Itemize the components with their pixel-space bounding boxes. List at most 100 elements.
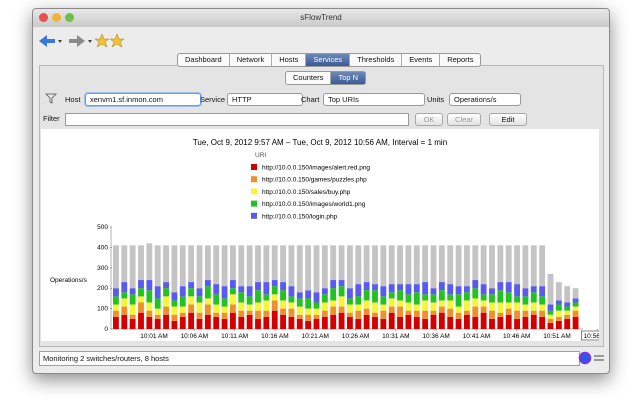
add-bookmark[interactable] <box>94 33 110 48</box>
forward-button[interactable] <box>69 35 85 47</box>
clear-button[interactable]: Clear <box>447 113 481 126</box>
bar-segment <box>204 314 211 329</box>
bar-segment <box>347 245 353 289</box>
bar-segment <box>154 245 161 287</box>
bar-segment <box>405 284 412 295</box>
bar-segment <box>146 290 153 303</box>
bar-segment <box>296 314 303 319</box>
bar-segment <box>338 306 345 313</box>
back-button[interactable] <box>39 35 55 47</box>
bar-segment <box>555 300 562 305</box>
back-menu[interactable] <box>58 40 62 43</box>
resize-grip <box>594 359 604 361</box>
bar-segment <box>363 308 370 315</box>
bar-segment <box>530 245 537 287</box>
bar-segment <box>338 296 345 307</box>
bar-segment <box>188 288 195 297</box>
bar-segment <box>522 288 529 297</box>
bar-segment <box>497 282 504 291</box>
bar-segment <box>330 280 337 289</box>
y-tick-label: 400 <box>97 244 108 251</box>
bar-segment <box>255 245 261 283</box>
tab[interactable]: Dashboard <box>178 54 230 66</box>
bar-segment <box>489 245 495 289</box>
bar-segment <box>138 302 144 313</box>
x-tick-label: 10:36 AM <box>422 333 449 340</box>
bar-segment <box>171 320 178 329</box>
tab[interactable]: Thresholds <box>350 54 403 66</box>
bar-segment <box>438 282 445 291</box>
bar-segment <box>422 310 429 319</box>
bar-segment <box>221 318 228 329</box>
units-select[interactable]: Operations/s <box>449 93 521 106</box>
tab[interactable]: Network <box>230 54 273 66</box>
tab[interactable]: Hosts <box>272 54 307 66</box>
bar-segment <box>547 310 554 315</box>
toolbar-icons <box>39 33 125 48</box>
y-axis-label: Operations/s <box>50 277 88 284</box>
tab[interactable]: Reports <box>447 55 474 64</box>
bar-segment <box>171 314 178 321</box>
bar-segment <box>514 296 520 303</box>
bar-segment <box>121 245 128 283</box>
bar-segment <box>271 286 278 295</box>
close-button[interactable] <box>39 13 48 22</box>
main-tabs: Dashboard Network Hosts Services Thresholds E… <box>177 53 482 67</box>
activity-indicator <box>578 351 592 365</box>
bar-segment <box>246 304 253 311</box>
bar-segment <box>480 300 487 307</box>
bar-segment <box>422 282 429 295</box>
bar-segment <box>380 318 387 329</box>
bar-segment <box>138 312 144 329</box>
bar-segment <box>255 310 261 319</box>
edit-button[interactable]: Edit <box>489 113 527 126</box>
ok-button[interactable]: OK <box>415 113 443 126</box>
filter-icon[interactable] <box>45 92 57 104</box>
bar-segment <box>213 294 220 305</box>
filter-input[interactable] <box>65 113 409 126</box>
bar-segment <box>163 296 169 307</box>
bar-segment <box>238 286 245 293</box>
x-tick-label: 10:16 AM <box>261 333 288 340</box>
bar-segment <box>221 298 228 307</box>
bar-segment <box>163 245 169 283</box>
bar-segment <box>572 288 579 299</box>
bar-segment <box>296 318 303 329</box>
bar-segment <box>514 284 520 297</box>
bar-segment <box>430 294 437 303</box>
bar-segment <box>171 300 178 307</box>
bar-segment <box>572 316 579 329</box>
bar-segment <box>397 245 403 285</box>
tab[interactable]: Top N <box>331 72 366 84</box>
service-select[interactable]: HTTP <box>227 93 303 106</box>
bar-segment <box>372 316 378 329</box>
bar-segment <box>514 245 520 285</box>
sub-tabs: Counters Top N <box>285 71 367 85</box>
bar-segment <box>372 245 378 285</box>
filter-label: Filter <box>43 114 60 123</box>
bar-segment <box>480 284 487 295</box>
minimize-button[interactable] <box>52 13 61 22</box>
bookmarks[interactable] <box>109 33 125 48</box>
bar-segment <box>188 296 195 305</box>
bar-segment <box>321 316 328 329</box>
y-tick-label: 0 <box>104 326 108 333</box>
forward-menu[interactable] <box>88 40 92 43</box>
bar-segment <box>464 292 470 301</box>
zoom-button[interactable] <box>65 13 74 22</box>
tab[interactable]: Services <box>306 54 351 66</box>
tab[interactable]: Events <box>402 54 441 66</box>
bar-segment <box>196 288 203 297</box>
bar-segment <box>154 314 161 319</box>
bar-segment <box>221 245 228 287</box>
tab[interactable]: Counters <box>286 72 332 84</box>
resize-grip <box>594 355 604 357</box>
bar-segment <box>313 308 320 315</box>
chart-select[interactable]: Top URIs <box>323 93 425 106</box>
bar-segment <box>280 300 286 309</box>
bar-segment <box>230 280 236 289</box>
bar-segment <box>255 302 261 311</box>
host-select[interactable]: xenvm1.sf.inmon.com <box>85 93 201 106</box>
bar-segment <box>555 304 562 311</box>
bar-segment <box>522 310 529 317</box>
